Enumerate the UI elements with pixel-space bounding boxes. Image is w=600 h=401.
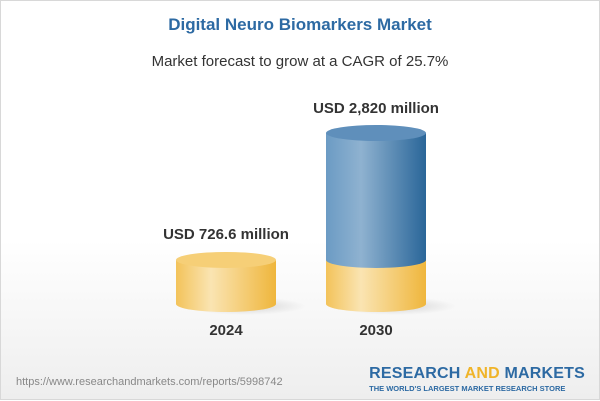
cylinder-2030-base-body	[326, 259, 426, 312]
chart-subtitle: Market forecast to grow at a CAGR of 25.…	[151, 53, 449, 70]
logo-tagline: THE WORLD'S LARGEST MARKET RESEARCH STOR…	[369, 384, 566, 393]
cylinder-2024-body	[176, 259, 276, 312]
chart-title: Digital Neuro Biomarkers Market	[168, 15, 432, 34]
logo-text-and: AND	[464, 365, 500, 382]
cylinder-2030-growth-body	[326, 133, 426, 268]
logo-text: RESEARCH	[369, 365, 465, 382]
logo-text: MARKETS	[499, 365, 585, 382]
data-label-2024: USD 726.6 million	[163, 226, 289, 243]
data-label-2030: USD 2,820 million	[313, 100, 439, 117]
cylinder-2030-growth-top	[326, 125, 426, 141]
category-label-2030: 2030	[359, 322, 392, 339]
research-and-markets-logo: RESEARCH AND MARKETS THE WORLD'S LARGEST…	[369, 365, 585, 393]
category-label-2024: 2024	[209, 322, 243, 339]
cylinder-2024-top	[176, 251, 276, 268]
source-url[interactable]: https://www.researchandmarkets.com/repor…	[16, 376, 283, 388]
